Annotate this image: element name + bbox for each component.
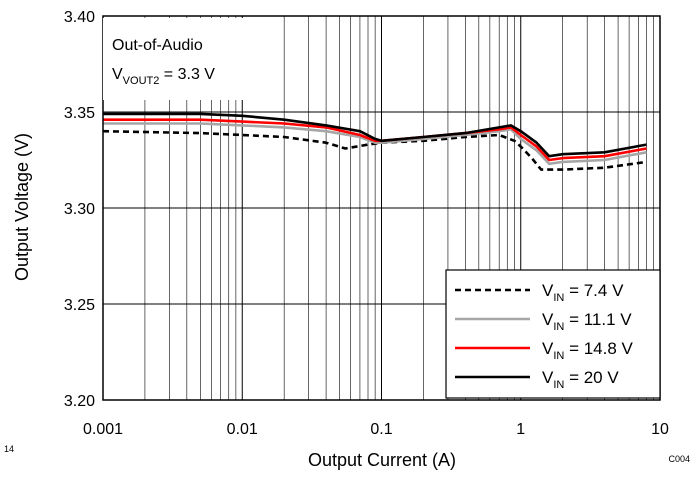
legend-label-main: V — [542, 281, 554, 300]
corner-label-right: C004 — [668, 454, 690, 464]
series-line-2 — [103, 122, 647, 166]
legend-label-sub: IN — [553, 379, 564, 391]
x-tick-label: 0.001 — [83, 421, 123, 438]
series-line-4 — [103, 112, 647, 158]
legend-label-3: VIN = 14.8 V — [542, 339, 634, 362]
annotation-line2: VVOUT2 = 3.3 V — [112, 66, 215, 87]
x-tick-label: 1 — [516, 421, 525, 438]
annotation-background — [103, 18, 249, 100]
legend-label-main: V — [542, 368, 554, 387]
legend-label-sub: IN — [553, 321, 564, 333]
legend-label-sub: IN — [553, 350, 564, 362]
plot-frame — [102, 15, 661, 401]
legend-label-rest: = 11.1 V — [564, 310, 632, 329]
series-line-1 — [102, 129, 647, 171]
legend-label-sub: IN — [553, 292, 564, 304]
legend-label-main: V — [542, 310, 554, 329]
legend-label-rest: = 14.8 V — [564, 339, 633, 358]
y-tick-label: 3.35 — [64, 105, 95, 122]
corner-label-left: 14 — [4, 444, 14, 454]
annotation-line2-main: V — [112, 66, 123, 83]
legend-label-4: VIN = 20 V — [542, 368, 619, 391]
legend-label-2: VIN = 11.1 V — [542, 310, 632, 333]
x-tick-label: 0.01 — [227, 421, 258, 438]
series-layer — [102, 112, 647, 171]
y-tick-label: 3.20 — [64, 393, 95, 410]
x-axis-title: Output Current (A) — [308, 450, 456, 470]
legend-label-1: VIN = 7.4 V — [542, 281, 624, 304]
annotation-line2-sub: VOUT2 — [123, 75, 160, 87]
y-tick-label: 3.25 — [64, 297, 95, 314]
annotation-line2-rest: = 3.3 V — [159, 66, 215, 83]
y-axis-title: Output Voltage (V) — [12, 133, 32, 281]
y-tick-labels: 3.20 3.25 3.30 3.35 3.40 — [64, 9, 95, 410]
legend-label-rest: = 7.4 V — [564, 281, 624, 300]
legend-label-rest: = 20 V — [564, 368, 619, 387]
y-tick-label: 3.40 — [64, 9, 95, 26]
y-tick-label: 3.30 — [64, 201, 95, 218]
x-tick-labels: 0.001 0.01 0.1 1 10 — [83, 421, 669, 438]
annotation-line1: Out-of-Audio — [112, 37, 203, 54]
annotation-box: Out-of-Audio VVOUT2 = 3.3 V — [103, 18, 249, 100]
x-tick-label: 0.1 — [370, 421, 392, 438]
x-tick-label: 10 — [651, 421, 669, 438]
legend-label-main: V — [542, 339, 554, 358]
